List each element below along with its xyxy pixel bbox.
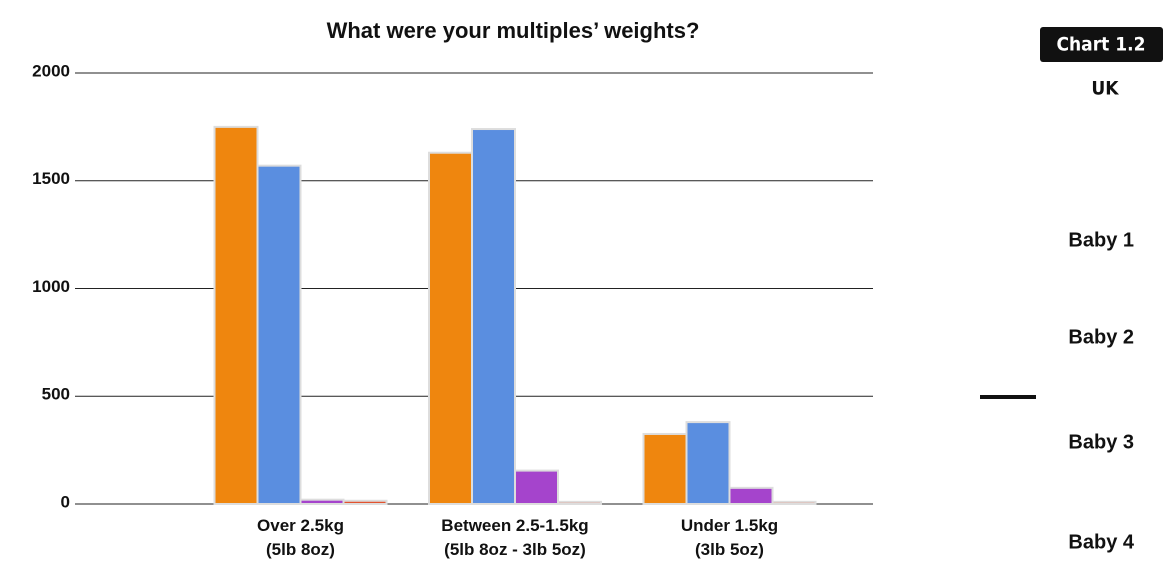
legend-label: Baby 1 bbox=[1068, 229, 1134, 251]
bar bbox=[256, 164, 302, 505]
bar bbox=[342, 499, 388, 505]
bar bbox=[771, 500, 817, 506]
bar bbox=[213, 125, 259, 505]
bar bbox=[728, 486, 774, 505]
y-tick-label: 1000 bbox=[32, 277, 70, 296]
x-tick-label: Under 1.5kg (3lb 5oz) bbox=[681, 516, 778, 559]
bar bbox=[685, 421, 731, 505]
legend-label: Baby 3 bbox=[1068, 431, 1134, 453]
bar bbox=[299, 498, 345, 506]
bar bbox=[471, 128, 516, 505]
bar bbox=[428, 151, 473, 506]
y-tick-label: 1500 bbox=[32, 169, 70, 188]
x-tick-label-line: (5lb 8oz) bbox=[266, 540, 335, 559]
y-tick-label: 0 bbox=[61, 492, 70, 511]
bar bbox=[557, 500, 602, 506]
x-tick-label: Over 2.5kg (5lb 8oz) bbox=[257, 516, 344, 559]
legend-label: Baby 2 bbox=[1068, 326, 1134, 348]
bar bbox=[514, 469, 559, 506]
badge: Chart 1.2 bbox=[1056, 34, 1145, 56]
bar bbox=[642, 432, 688, 505]
badge-box bbox=[1040, 27, 1163, 62]
y-tick-label: 500 bbox=[42, 385, 70, 404]
region: UK bbox=[1091, 78, 1119, 100]
x-tick-label-line: Over 2.5kg bbox=[257, 516, 344, 535]
x-tick-label-line: Between 2.5-1.5kg bbox=[441, 516, 588, 535]
x-tick-label-line: (5lb 8oz - 3lb 5oz) bbox=[444, 540, 586, 559]
x-tick-label-line: Under 1.5kg bbox=[681, 516, 778, 535]
y-tick-label: 2000 bbox=[32, 61, 70, 80]
legend-label: Baby 4 bbox=[1068, 531, 1134, 553]
x-tick-label: Between 2.5-1.5kg (5lb 8oz - 3lb 5oz) bbox=[441, 516, 588, 559]
x-tick-label-line: (3lb 5oz) bbox=[695, 540, 764, 559]
chart-title: What were your multiples’ weights? bbox=[327, 18, 700, 43]
